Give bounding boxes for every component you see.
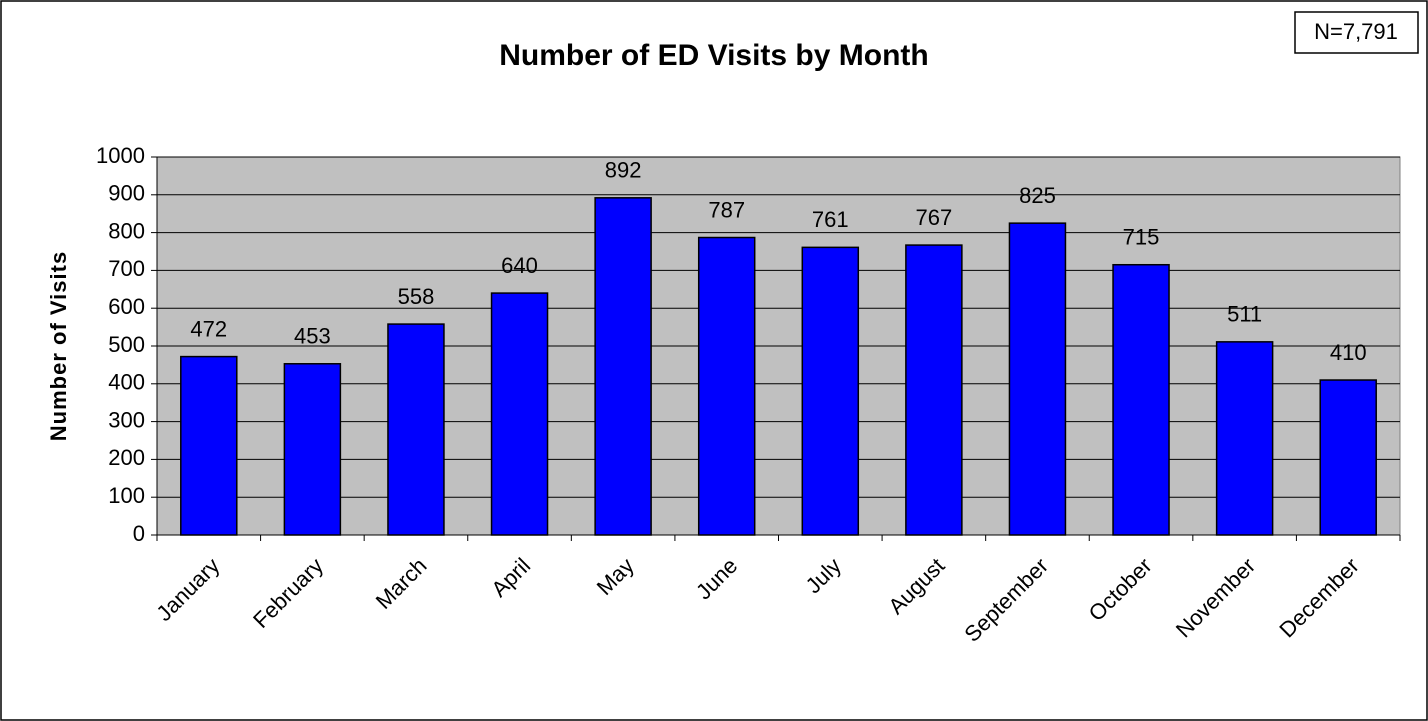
bar: [387, 323, 445, 536]
y-tick-label: 600: [108, 294, 145, 319]
bar: [180, 355, 238, 536]
data-label: 892: [605, 158, 642, 183]
bar: [905, 244, 963, 536]
data-label: 410: [1330, 340, 1367, 365]
data-label: 767: [916, 205, 953, 230]
data-label: 761: [812, 207, 849, 232]
bar: [697, 236, 756, 536]
bar: [801, 246, 860, 536]
data-label: 825: [1019, 183, 1056, 208]
y-tick-label: 400: [108, 370, 145, 395]
bar: [1215, 341, 1274, 536]
data-label: 558: [398, 284, 435, 309]
data-label: 787: [708, 197, 745, 222]
data-label: 640: [501, 253, 538, 278]
y-tick-label: 200: [108, 445, 145, 470]
y-tick-label: 500: [108, 332, 145, 357]
data-label: 511: [1227, 302, 1262, 327]
bar: [1112, 263, 1170, 536]
y-tick-label: 700: [108, 256, 145, 281]
y-axis-label: Number of Visits: [46, 251, 71, 441]
data-label: 453: [294, 324, 331, 349]
y-tick-label: 300: [108, 407, 145, 432]
y-tick-label: 100: [108, 483, 145, 508]
bar: [490, 292, 549, 536]
bar: [283, 363, 342, 536]
y-tick-label: 900: [108, 181, 145, 206]
y-tick-label: 0: [133, 521, 145, 546]
bar: [1008, 222, 1067, 536]
data-label: 472: [190, 316, 227, 341]
chart-title: Number of ED Visits by Month: [499, 39, 928, 72]
annotation-box: [1294, 11, 1419, 54]
annotation: N=7,791: [1314, 19, 1398, 44]
data-label: 715: [1123, 225, 1160, 250]
bar: [594, 197, 652, 536]
bar: [1319, 379, 1377, 536]
y-tick-label: 800: [108, 218, 145, 243]
y-tick-label: 1000: [96, 143, 145, 168]
